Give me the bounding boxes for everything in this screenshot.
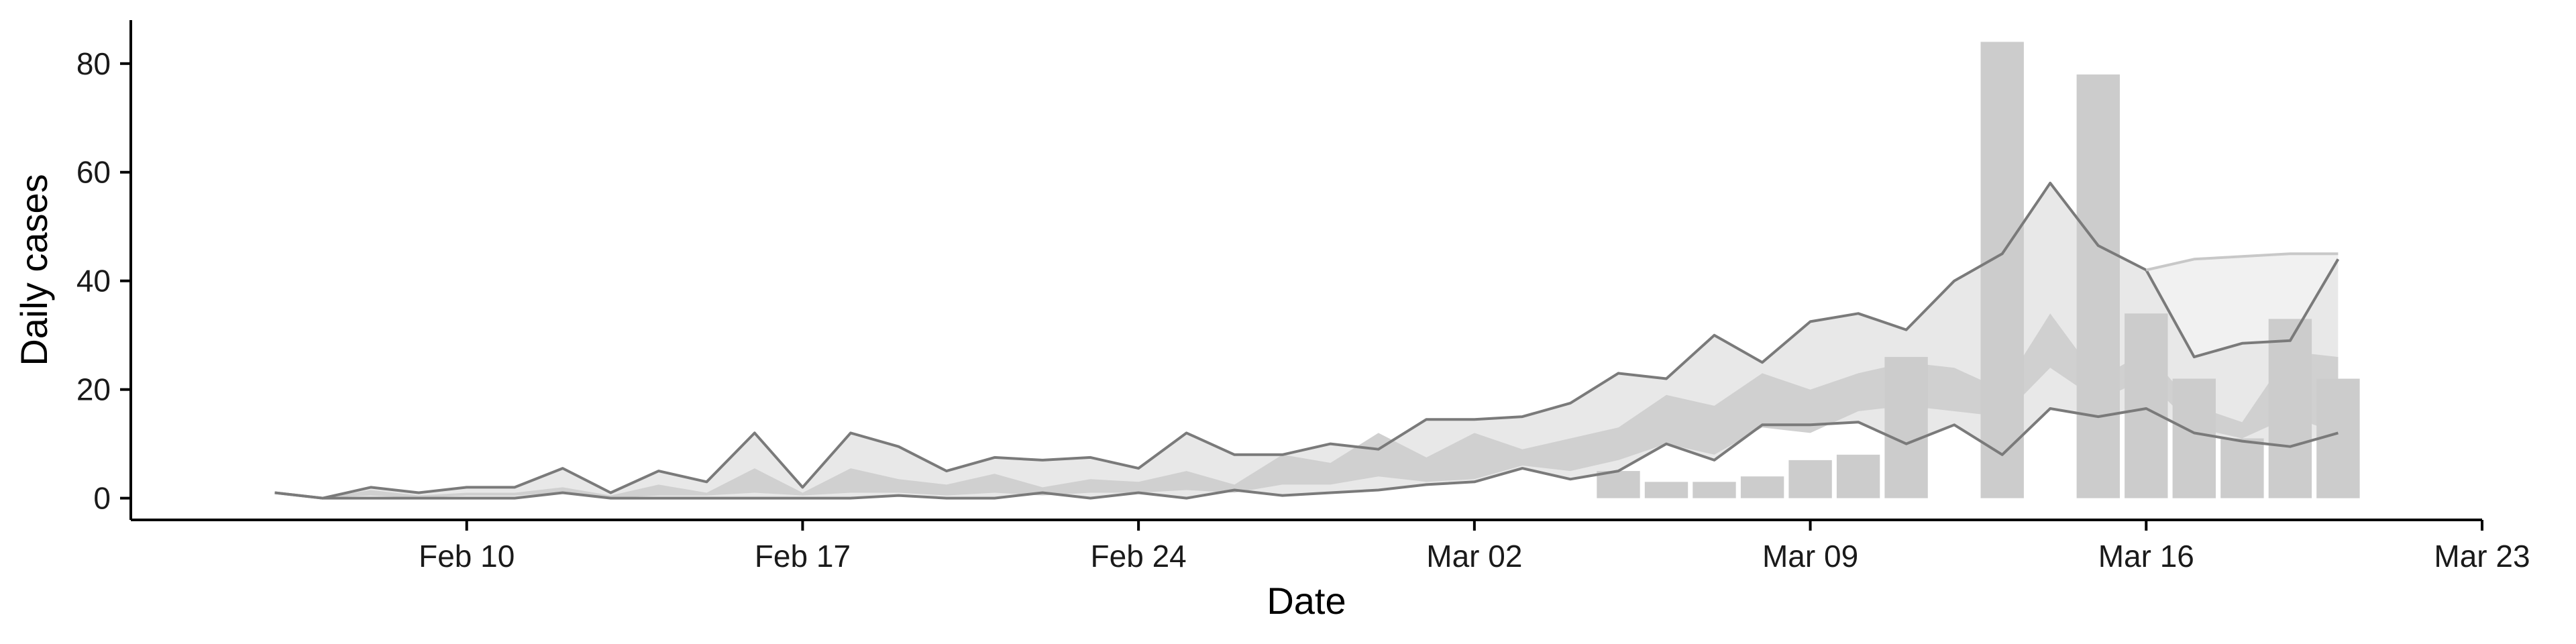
axes: Feb 10 Feb 17 Feb 24 Mar 02 Mar 09 Mar 16 Mar … <box>76 20 2530 574</box>
extension-upper-line <box>2145 252 2339 272</box>
y-tick-label: 40 <box>76 264 111 299</box>
y-axis-ticks: 0 20 40 60 80 <box>76 46 131 516</box>
confidence-bands <box>274 182 2339 498</box>
inner-band <box>323 313 2339 498</box>
x-tick-label: Mar 23 <box>2434 539 2530 574</box>
lower-bound-line <box>274 407 2339 500</box>
x-tick-label: Feb 17 <box>755 539 851 574</box>
x-tick-label: Mar 16 <box>2098 539 2194 574</box>
bar-2020-03-09 <box>1788 460 1832 498</box>
bar-2020-03-07 <box>1693 482 1736 498</box>
bar-2020-03-15 <box>2076 74 2120 498</box>
bar-series <box>1597 42 2360 498</box>
outer-band <box>274 182 2339 498</box>
x-tick-label: Mar 02 <box>1426 539 1522 574</box>
line-series <box>274 181 2340 500</box>
x-tick-label: Mar 09 <box>1762 539 1858 574</box>
bar-2020-03-08 <box>1740 476 1784 498</box>
y-tick-label: 60 <box>76 155 111 190</box>
upper-bound-line <box>274 181 2340 500</box>
bar-2020-03-17 <box>2172 378 2216 498</box>
y-axis-title: Daily cases <box>13 174 55 366</box>
bar-2020-03-19 <box>2268 319 2312 498</box>
x-tick-label: Feb 24 <box>1091 539 1187 574</box>
x-axis-title: Date <box>1267 580 1346 622</box>
x-axis-ticks: Feb 10 Feb 17 Feb 24 Mar 02 Mar 09 Mar 16 Mar … <box>419 520 2530 574</box>
bar-2020-03-20 <box>2316 378 2360 498</box>
bar-2020-03-11 <box>1884 357 1928 498</box>
bar-2020-03-18 <box>2220 438 2264 498</box>
bar-2020-03-16 <box>2125 313 2168 498</box>
x-tick-label: Feb 10 <box>419 539 515 574</box>
bar-2020-03-05 <box>1597 471 1640 498</box>
bar-2020-03-13 <box>1980 42 2024 498</box>
y-tick-label: 0 <box>93 481 111 516</box>
bar-2020-03-10 <box>1836 454 1880 498</box>
y-tick-label: 80 <box>76 46 111 81</box>
bar-2020-03-06 <box>1644 482 1688 498</box>
y-tick-label: 20 <box>76 372 111 407</box>
